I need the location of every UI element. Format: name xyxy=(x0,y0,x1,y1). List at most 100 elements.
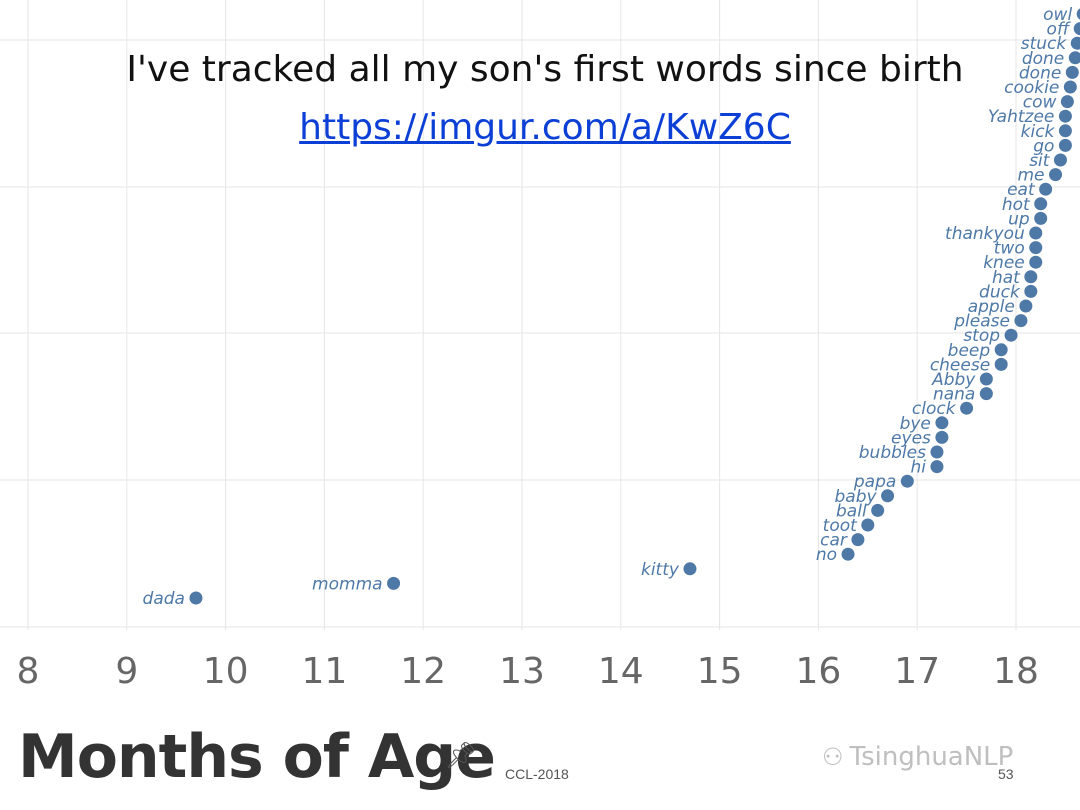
pin-icon: 📌︎ xyxy=(444,740,478,770)
data-point-21 xyxy=(1024,284,1038,298)
data-point-9 xyxy=(930,460,944,474)
word-label-33: Yahtzee xyxy=(988,107,1055,127)
word-label-28: eat xyxy=(1007,180,1036,200)
imgur-link[interactable]: https://imgur.com/a/KwZ6C xyxy=(299,107,791,148)
x-tick-label-9: 17 xyxy=(894,651,940,692)
data-point-4 xyxy=(851,533,865,547)
word-label-17: beep xyxy=(948,341,991,361)
data-point-12 xyxy=(935,416,949,430)
data-point-35 xyxy=(1063,80,1077,94)
word-label-27: hot xyxy=(1002,195,1031,215)
x-tick-label-1: 9 xyxy=(115,651,138,692)
word-label-35: cookie xyxy=(1004,78,1059,98)
x-axis-ticks: 8 9 10 11 12 13 14 15 16 17 18 xyxy=(17,651,1039,692)
word-label-39: off xyxy=(1047,20,1071,40)
x-tick-label-8: 16 xyxy=(795,651,841,692)
imgur-link-container: https://imgur.com/a/KwZ6C xyxy=(60,106,1030,149)
data-point-33 xyxy=(1058,109,1072,123)
word-label-23: knee xyxy=(983,253,1025,273)
word-label-12: bye xyxy=(900,414,931,434)
data-point-26 xyxy=(1034,211,1048,225)
x-axis-label: Months of Age xyxy=(18,722,496,792)
data-point-6 xyxy=(871,503,885,517)
data-point-10 xyxy=(930,445,944,459)
data-point-38 xyxy=(1070,36,1080,50)
word-label-0: dada xyxy=(143,589,185,609)
watermark: ⚇ TsinghuaNLP xyxy=(822,742,1013,772)
x-tick-label-0: 8 xyxy=(17,651,40,692)
word-label-38: stuck xyxy=(1021,34,1068,54)
data-point-11 xyxy=(935,430,949,444)
x-tick-label-4: 12 xyxy=(400,651,446,692)
data-point-8 xyxy=(900,474,914,488)
word-label-10: bubbles xyxy=(859,443,926,463)
word-label-14: nana xyxy=(933,385,975,405)
page-number: 53 xyxy=(998,766,1014,782)
data-point-27 xyxy=(1034,197,1048,211)
word-label-13: clock xyxy=(912,399,957,419)
word-label-32: kick xyxy=(1021,122,1056,142)
word-label-5: toot xyxy=(823,516,858,536)
data-point-15 xyxy=(979,372,993,386)
word-label-37: done xyxy=(1022,49,1064,69)
word-label-11: eyes xyxy=(891,428,931,448)
data-point-29 xyxy=(1049,168,1063,182)
data-points: dada momma kitty nocartootballbabypapahibub… xyxy=(143,5,1080,609)
wechat-icon: ⚇ xyxy=(822,743,844,771)
word-label-7: baby xyxy=(834,487,877,507)
data-point-34 xyxy=(1060,95,1074,109)
word-label-31: go xyxy=(1033,136,1054,156)
data-point-37 xyxy=(1068,51,1080,65)
data-point-23 xyxy=(1029,255,1043,269)
word-label-22: hat xyxy=(992,268,1021,288)
word-label-21: duck xyxy=(979,282,1021,302)
word-label-29: me xyxy=(1017,166,1044,186)
word-label-20: apple xyxy=(968,297,1015,317)
data-point-30 xyxy=(1053,153,1067,167)
data-point-14 xyxy=(979,387,993,401)
x-tick-label-7: 15 xyxy=(697,651,743,692)
data-point-18 xyxy=(1004,328,1018,342)
data-point-24 xyxy=(1029,241,1043,255)
data-point-36 xyxy=(1065,65,1079,79)
word-label-19: please xyxy=(953,312,1010,332)
data-point-28 xyxy=(1039,182,1053,196)
footer-text: CCL-2018 xyxy=(505,766,569,782)
word-label-6: ball xyxy=(836,501,867,521)
data-point-0 xyxy=(189,591,203,605)
word-label-9: hi xyxy=(910,458,926,478)
word-label-1: momma xyxy=(312,574,383,594)
data-point-16 xyxy=(994,357,1008,371)
word-label-2: kitty xyxy=(641,560,680,580)
word-label-15: Abby xyxy=(931,370,976,390)
word-label-30: sit xyxy=(1029,151,1051,171)
x-tick-label-6: 14 xyxy=(598,651,644,692)
data-point-3 xyxy=(841,547,855,561)
x-tick-label-5: 13 xyxy=(499,651,545,692)
word-label-26: up xyxy=(1008,209,1030,229)
word-label-4: car xyxy=(820,531,848,551)
word-label-3: no xyxy=(816,545,837,565)
data-point-31 xyxy=(1058,138,1072,152)
data-point-2 xyxy=(683,562,697,576)
data-point-1 xyxy=(387,576,401,590)
word-label-36: done xyxy=(1019,63,1061,83)
x-tick-label-2: 10 xyxy=(203,651,249,692)
data-point-13 xyxy=(960,401,974,415)
data-point-39 xyxy=(1073,22,1080,36)
data-point-20 xyxy=(1019,299,1033,313)
data-point-22 xyxy=(1024,270,1038,284)
word-label-25: thankyou xyxy=(945,224,1025,244)
word-label-18: stop xyxy=(963,326,1000,346)
watermark-text: TsinghuaNLP xyxy=(849,742,1014,772)
x-tick-label-3: 11 xyxy=(301,651,347,692)
word-label-8: papa xyxy=(853,472,896,492)
word-label-40: owl xyxy=(1043,5,1072,25)
word-label-16: cheese xyxy=(930,355,990,375)
slide-title: I've tracked all my son's first words si… xyxy=(126,49,964,90)
data-point-7 xyxy=(881,489,895,503)
data-point-5 xyxy=(861,518,875,532)
data-point-25 xyxy=(1029,226,1043,240)
data-point-19 xyxy=(1014,314,1028,328)
